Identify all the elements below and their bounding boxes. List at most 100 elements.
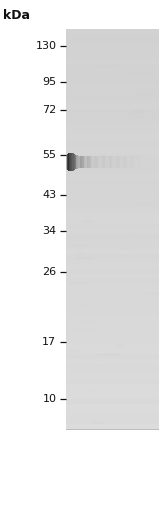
Bar xyxy=(121,156,122,168)
Bar xyxy=(93,156,94,168)
Bar xyxy=(114,344,126,347)
Bar xyxy=(89,156,90,168)
Bar xyxy=(158,156,159,168)
Bar xyxy=(66,313,159,319)
Bar xyxy=(120,248,134,251)
Bar xyxy=(82,156,83,168)
Bar xyxy=(67,350,81,353)
Bar xyxy=(79,156,80,168)
Bar xyxy=(69,153,70,171)
Bar xyxy=(77,155,78,169)
Bar xyxy=(66,324,159,329)
Bar xyxy=(66,154,159,159)
Bar xyxy=(111,156,112,168)
Text: 72: 72 xyxy=(42,105,56,116)
Bar xyxy=(122,156,123,168)
Bar xyxy=(66,169,159,174)
Bar xyxy=(76,257,93,260)
Bar xyxy=(137,203,152,206)
Bar xyxy=(66,149,159,154)
Bar xyxy=(156,156,157,168)
Bar xyxy=(110,156,111,168)
Bar xyxy=(72,153,73,171)
Bar xyxy=(66,269,159,274)
Bar xyxy=(66,64,159,69)
Bar xyxy=(127,156,128,168)
Bar xyxy=(66,359,159,363)
Bar xyxy=(138,156,139,168)
Bar xyxy=(66,139,159,144)
Bar xyxy=(154,156,155,168)
Bar xyxy=(88,156,89,168)
Bar xyxy=(133,110,144,113)
Bar xyxy=(66,319,159,323)
Bar xyxy=(66,219,159,224)
Bar xyxy=(77,252,85,255)
Text: 43: 43 xyxy=(42,189,56,200)
Bar xyxy=(133,156,134,168)
Bar xyxy=(66,134,159,139)
Bar xyxy=(66,234,159,239)
Bar xyxy=(66,333,159,339)
Bar xyxy=(103,156,104,168)
Bar xyxy=(66,294,159,299)
Bar xyxy=(66,249,159,254)
Bar xyxy=(66,189,159,194)
Text: 17: 17 xyxy=(42,337,56,347)
Bar xyxy=(151,156,152,168)
Bar xyxy=(153,156,154,168)
Bar xyxy=(93,156,94,168)
Bar xyxy=(157,156,158,168)
Bar xyxy=(70,153,71,171)
Bar xyxy=(66,179,159,184)
Bar xyxy=(97,156,98,168)
Bar xyxy=(118,156,119,168)
Bar xyxy=(73,154,74,170)
Bar xyxy=(66,114,159,119)
Bar xyxy=(124,156,125,168)
Bar xyxy=(66,289,159,294)
Bar xyxy=(83,220,93,223)
Bar xyxy=(125,156,126,168)
Bar xyxy=(114,156,115,168)
Bar xyxy=(115,156,116,168)
Bar xyxy=(68,154,69,170)
Bar xyxy=(130,156,131,168)
Bar xyxy=(66,79,159,84)
Bar xyxy=(66,413,159,419)
Bar xyxy=(66,264,159,269)
Text: 10: 10 xyxy=(42,393,56,404)
Bar xyxy=(68,154,69,170)
Bar xyxy=(66,279,159,284)
Bar xyxy=(85,389,94,392)
Bar xyxy=(95,156,96,168)
Bar xyxy=(66,419,159,423)
Bar xyxy=(148,156,149,168)
Bar xyxy=(134,156,135,168)
Bar xyxy=(86,156,87,168)
Bar xyxy=(66,254,159,259)
Bar xyxy=(150,156,151,168)
Bar xyxy=(69,281,88,285)
Bar xyxy=(66,34,159,39)
Bar xyxy=(72,244,89,247)
Bar xyxy=(152,156,153,168)
Bar xyxy=(81,320,97,323)
Bar xyxy=(107,156,108,168)
Bar xyxy=(135,156,136,168)
Bar xyxy=(139,94,148,97)
Bar xyxy=(133,156,134,168)
Bar xyxy=(66,164,159,169)
Bar xyxy=(125,156,126,168)
Bar xyxy=(141,156,142,168)
Bar xyxy=(131,156,132,168)
Bar xyxy=(74,154,75,170)
Bar xyxy=(66,124,159,129)
Bar xyxy=(80,156,81,168)
Bar xyxy=(74,154,75,170)
Bar xyxy=(66,344,159,349)
Bar xyxy=(118,156,119,168)
Bar xyxy=(101,156,102,168)
Bar xyxy=(66,379,159,383)
Bar xyxy=(66,299,159,304)
